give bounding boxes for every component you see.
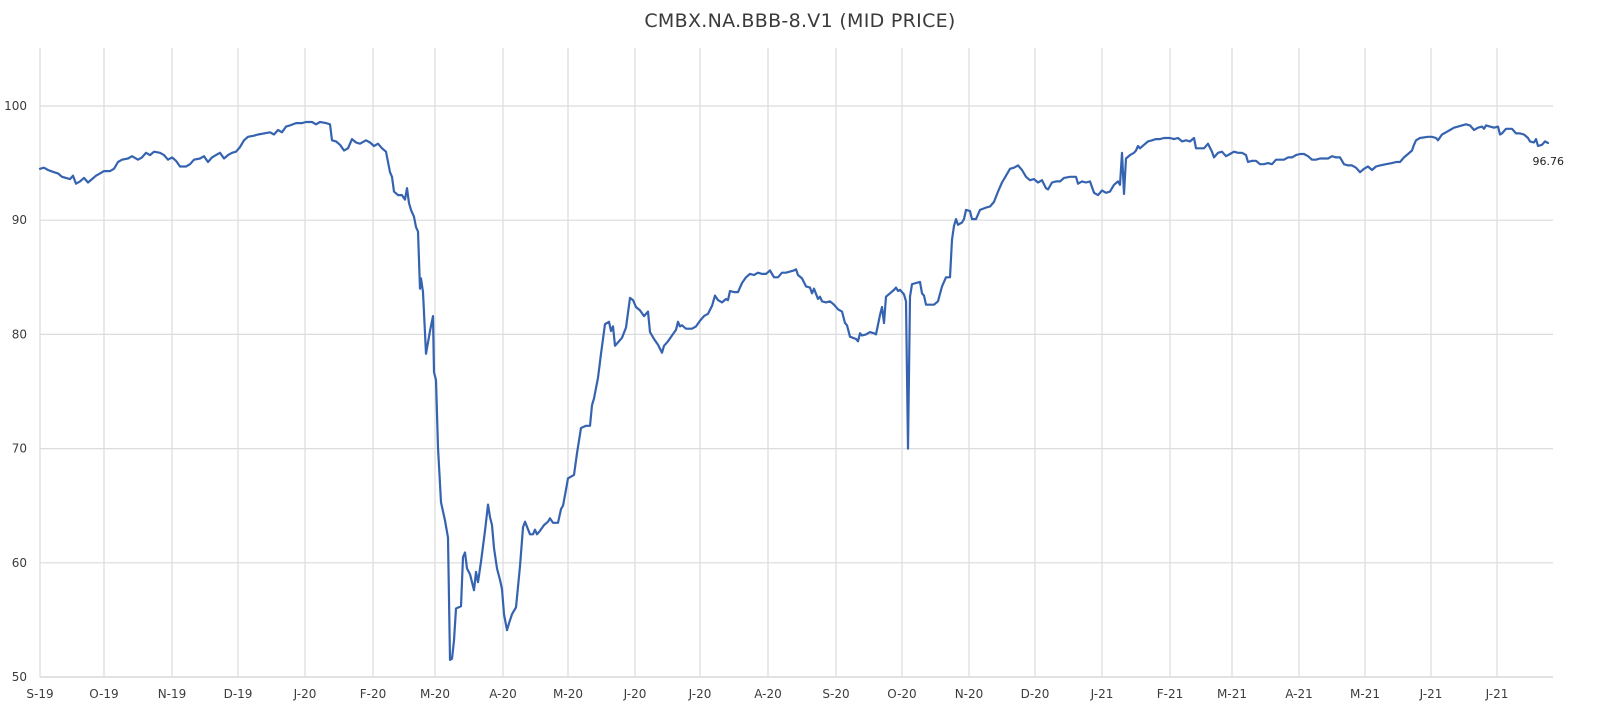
x-tick-label: N-19 (158, 687, 187, 701)
x-tick-label: J-20 (688, 687, 712, 701)
x-tick-label: O-19 (89, 687, 118, 701)
price-line (38, 120, 1550, 661)
y-axis-labels: 50 60 70 80 90 100 (4, 99, 27, 684)
x-tick-label: A-20 (489, 687, 517, 701)
y-tick-label: 100 (4, 99, 27, 113)
y-tick-label: 70 (12, 442, 27, 456)
x-tick-label: J-20 (293, 687, 317, 701)
x-gridlines (39, 48, 1498, 677)
x-tick-label: J-21 (1485, 687, 1509, 701)
y-gridlines (40, 105, 1553, 678)
chart-title: CMBX.NA.BBB-8.V1 (MID PRICE) (644, 10, 956, 32)
x-tick-label: S-19 (26, 687, 53, 701)
x-axis-labels: S-19 O-19 N-19 D-19 J-20 F-20 M-20 A-20 M-20 J-20… (26, 687, 1508, 701)
x-tick-label: M-20 (553, 687, 583, 701)
y-tick-label: 90 (12, 213, 27, 227)
x-tick-label: N-20 (955, 687, 984, 701)
y-tick-label: 80 (12, 327, 27, 341)
x-tick-label: M-21 (1350, 687, 1380, 701)
x-tick-label: M-20 (420, 687, 450, 701)
y-tick-label: 60 (12, 556, 27, 570)
x-tick-label: J-21 (1419, 687, 1443, 701)
x-tick-label: A-21 (1285, 687, 1313, 701)
x-tick-label: M-21 (1217, 687, 1247, 701)
last-value-label: 96.76 (1533, 155, 1565, 168)
x-tick-label: J-21 (1090, 687, 1114, 701)
x-tick-label: F-20 (360, 687, 387, 701)
x-tick-label: O-20 (887, 687, 916, 701)
x-tick-label: F-21 (1157, 687, 1184, 701)
x-tick-label: D-19 (224, 687, 253, 701)
x-tick-label: D-20 (1021, 687, 1050, 701)
x-tick-label: A-20 (754, 687, 782, 701)
x-tick-label: S-20 (822, 687, 849, 701)
y-tick-label: 50 (12, 670, 27, 684)
x-tick-label: J-20 (623, 687, 647, 701)
